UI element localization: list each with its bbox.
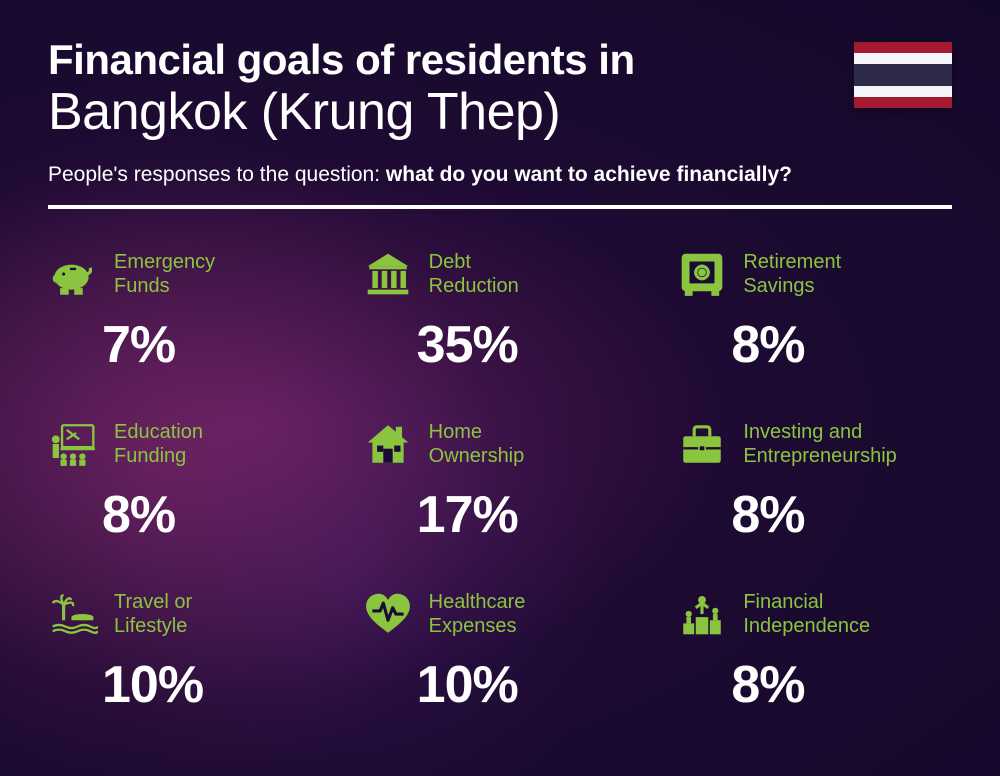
goals-grid: EmergencyFunds 7% DebtReduction 35% Reti… xyxy=(48,249,952,715)
goal-pct: 17% xyxy=(417,485,638,545)
goal-pct: 10% xyxy=(417,655,638,715)
goal-item: DebtReduction 35% xyxy=(363,249,638,375)
subtitle-question: what do you want to achieve financially? xyxy=(386,163,792,186)
bank-icon xyxy=(363,249,413,299)
healthcare-icon xyxy=(363,589,413,639)
goal-label: HealthcareExpenses xyxy=(429,590,526,638)
goal-pct: 35% xyxy=(417,315,638,375)
goal-pct: 10% xyxy=(102,655,323,715)
goal-pct: 8% xyxy=(102,485,323,545)
subtitle: People's responses to the question: what… xyxy=(48,163,952,187)
goal-pct: 7% xyxy=(102,315,323,375)
title-prefix: Financial goals of residents in xyxy=(48,38,952,82)
header: Financial goals of residents in Bangkok … xyxy=(48,38,952,209)
goal-label: Investing andEntrepreneurship xyxy=(743,420,896,468)
goal-pct: 8% xyxy=(731,655,952,715)
goal-pct: 8% xyxy=(731,315,952,375)
goal-label: DebtReduction xyxy=(429,250,519,298)
goal-item: Travel orLifestyle 10% xyxy=(48,589,323,715)
goal-label: EmergencyFunds xyxy=(114,250,215,298)
independence-icon xyxy=(677,589,727,639)
goal-label: Travel orLifestyle xyxy=(114,590,192,638)
thailand-flag xyxy=(854,42,952,108)
goal-item: HomeOwnership 17% xyxy=(363,419,638,545)
travel-icon xyxy=(48,589,98,639)
education-icon xyxy=(48,419,98,469)
goal-item: FinancialIndependence 8% xyxy=(677,589,952,715)
goal-label: RetirementSavings xyxy=(743,250,841,298)
briefcase-icon xyxy=(677,419,727,469)
goal-item: EmergencyFunds 7% xyxy=(48,249,323,375)
safe-icon xyxy=(677,249,727,299)
piggy-bank-icon xyxy=(48,249,98,299)
title-city: Bangkok (Krung Thep) xyxy=(48,84,952,141)
subtitle-lead: People's responses to the question: xyxy=(48,163,386,186)
goal-label: HomeOwnership xyxy=(429,420,525,468)
goal-item: HealthcareExpenses 10% xyxy=(363,589,638,715)
goal-pct: 8% xyxy=(731,485,952,545)
goal-item: RetirementSavings 8% xyxy=(677,249,952,375)
house-icon xyxy=(363,419,413,469)
goal-item: Investing andEntrepreneurship 8% xyxy=(677,419,952,545)
goal-label: FinancialIndependence xyxy=(743,590,870,638)
goal-label: EducationFunding xyxy=(114,420,203,468)
divider xyxy=(48,205,952,209)
goal-item: EducationFunding 8% xyxy=(48,419,323,545)
